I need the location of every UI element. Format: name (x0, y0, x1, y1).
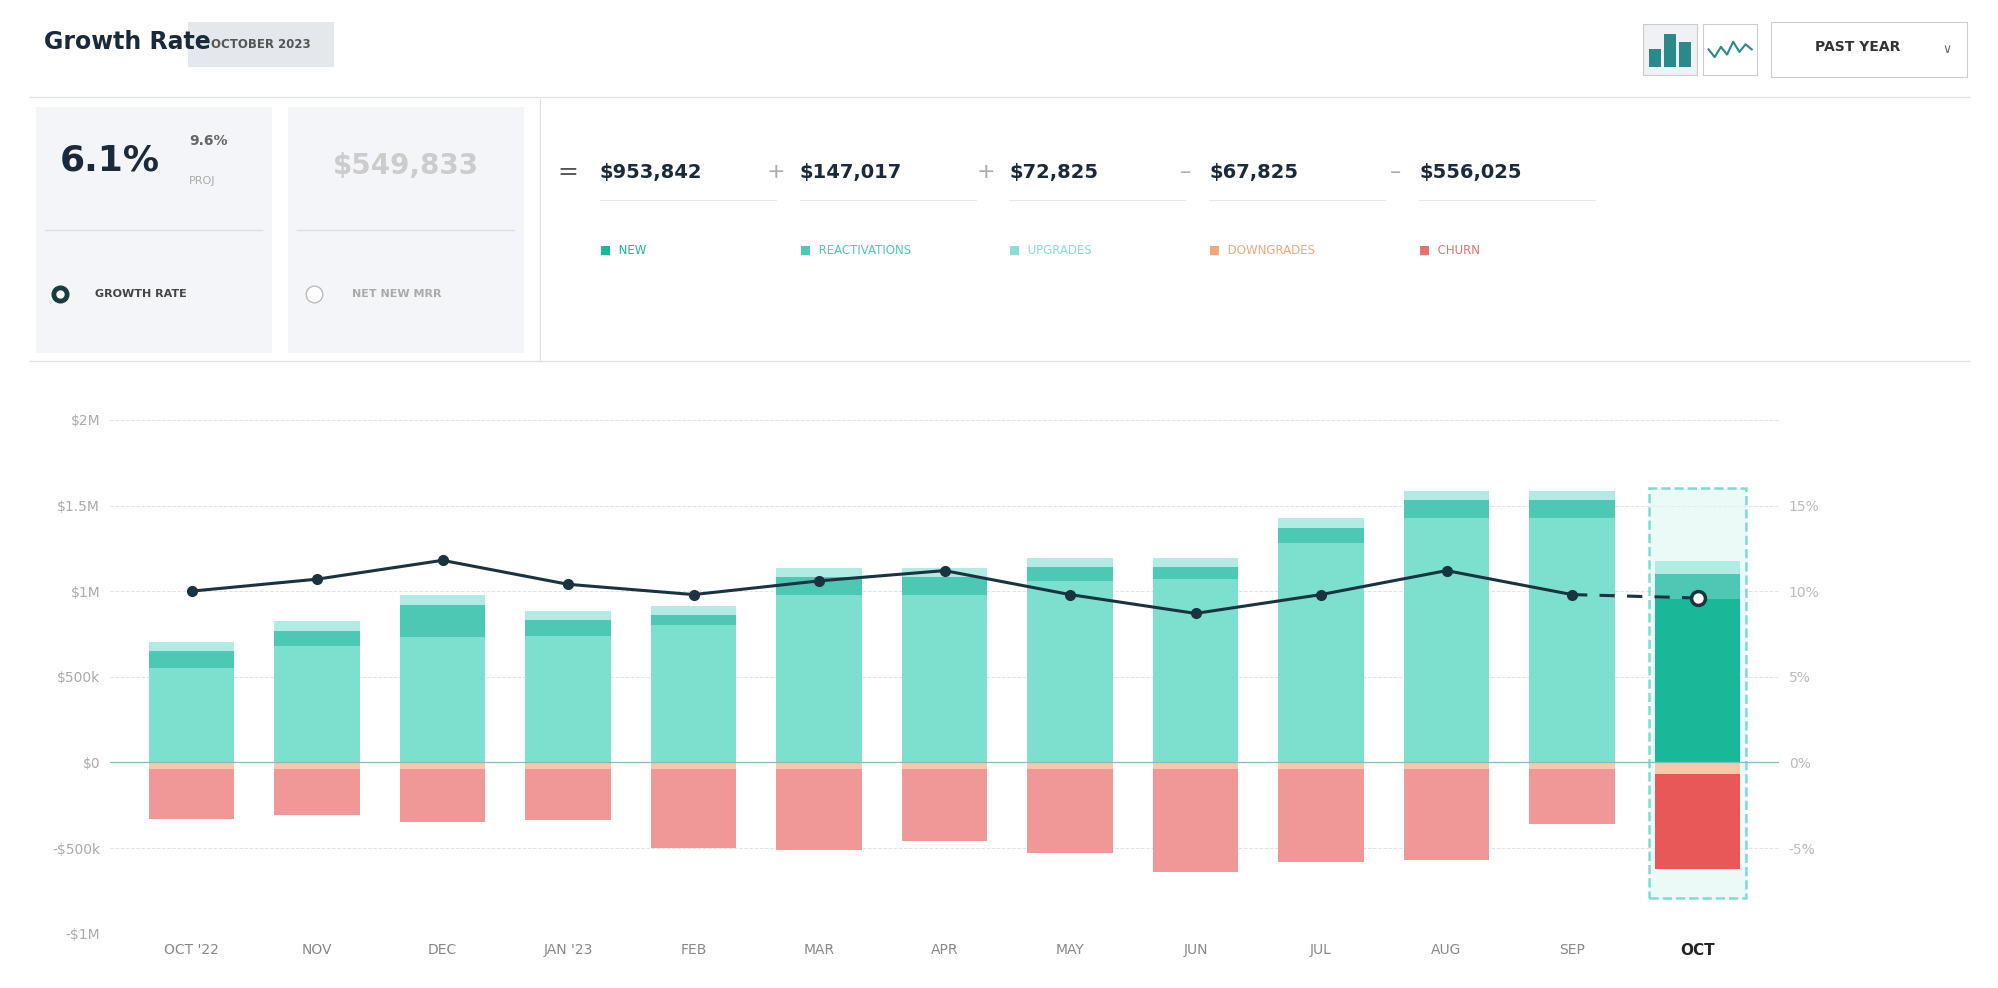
Bar (1528, 518, 1614, 763)
Bar (1403, 518, 1489, 763)
Bar (1403, 491, 1489, 500)
Bar (1153, 579, 1237, 763)
Text: +: + (765, 162, 785, 182)
Text: PROJ: PROJ (190, 176, 216, 186)
Text: ■  CHURN: ■ CHURN (1419, 244, 1481, 257)
Bar (525, 763, 611, 770)
Bar (1027, 770, 1113, 854)
Bar (1153, 558, 1237, 567)
Text: $953,842: $953,842 (599, 163, 701, 182)
Bar (1153, 770, 1237, 872)
Bar (400, 596, 486, 605)
Text: ■  NEW: ■ NEW (599, 244, 645, 257)
Bar (525, 611, 611, 620)
Bar (525, 620, 611, 635)
Bar (274, 621, 360, 630)
Bar (1648, 488, 1746, 898)
Bar (1027, 581, 1113, 763)
Text: OCTOBER 2023: OCTOBER 2023 (212, 38, 310, 51)
Bar (400, 637, 486, 763)
Bar (274, 646, 360, 763)
Bar (400, 605, 486, 637)
Text: 6.1%: 6.1% (60, 144, 160, 178)
Bar (400, 763, 486, 770)
Bar (1678, 41, 1690, 67)
Bar (1027, 763, 1113, 770)
Bar (1027, 558, 1113, 567)
Bar (1279, 763, 1363, 770)
Text: –: – (1389, 162, 1401, 182)
Text: GROWTH RATE: GROWTH RATE (94, 288, 186, 298)
Bar (274, 763, 360, 770)
Text: ∨: ∨ (1942, 42, 1950, 56)
Bar (1664, 34, 1674, 67)
Text: $67,825: $67,825 (1209, 163, 1299, 182)
Bar (1654, 561, 1740, 574)
Bar (775, 568, 861, 577)
Bar (901, 770, 987, 841)
Bar (651, 770, 735, 848)
Bar (1153, 763, 1237, 770)
Bar (148, 770, 234, 819)
Text: $147,017: $147,017 (799, 163, 901, 182)
Bar (1648, 49, 1660, 67)
Bar (1654, 763, 1740, 774)
Bar (775, 595, 861, 763)
Bar (1153, 567, 1237, 579)
Bar (1279, 528, 1363, 543)
Bar (775, 770, 861, 850)
Bar (1403, 763, 1489, 770)
Bar (901, 577, 987, 595)
Text: PAST YEAR: PAST YEAR (1814, 40, 1898, 53)
Bar (1403, 770, 1489, 860)
Text: ■  DOWNGRADES: ■ DOWNGRADES (1209, 244, 1315, 257)
Bar (651, 616, 735, 625)
Bar (1654, 774, 1740, 869)
Bar (901, 763, 987, 770)
Text: 9.6%: 9.6% (190, 134, 228, 148)
Bar (901, 595, 987, 763)
Bar (775, 763, 861, 770)
Text: ■  UPGRADES: ■ UPGRADES (1009, 244, 1091, 257)
Text: +: + (975, 162, 995, 182)
Bar (274, 770, 360, 815)
Bar (1528, 763, 1614, 770)
Bar (525, 770, 611, 820)
Bar (525, 635, 611, 763)
Bar (1403, 500, 1489, 518)
Bar (1654, 574, 1740, 599)
Bar (148, 763, 234, 770)
Bar (651, 606, 735, 616)
Bar (1654, 599, 1740, 763)
Bar (1528, 770, 1614, 824)
Bar (1279, 519, 1363, 528)
Text: $549,833: $549,833 (332, 152, 480, 180)
Bar (1528, 491, 1614, 500)
Bar (148, 668, 234, 763)
Bar (651, 625, 735, 763)
Bar (400, 770, 486, 822)
Bar (148, 641, 234, 651)
Text: $72,825: $72,825 (1009, 163, 1099, 182)
Text: $556,025: $556,025 (1419, 163, 1520, 182)
Bar (1279, 770, 1363, 862)
Bar (1528, 500, 1614, 518)
Bar (775, 577, 861, 595)
Bar (1279, 543, 1363, 763)
Bar (274, 630, 360, 646)
Text: NET NEW MRR: NET NEW MRR (352, 288, 442, 298)
Text: Growth Rate: Growth Rate (44, 31, 210, 54)
Bar (901, 568, 987, 577)
Bar (148, 651, 234, 668)
Text: ■  REACTIVATIONS: ■ REACTIVATIONS (799, 244, 911, 257)
Text: –: – (1179, 162, 1191, 182)
Text: =: = (557, 160, 577, 184)
Bar (651, 763, 735, 770)
Bar (1027, 567, 1113, 581)
